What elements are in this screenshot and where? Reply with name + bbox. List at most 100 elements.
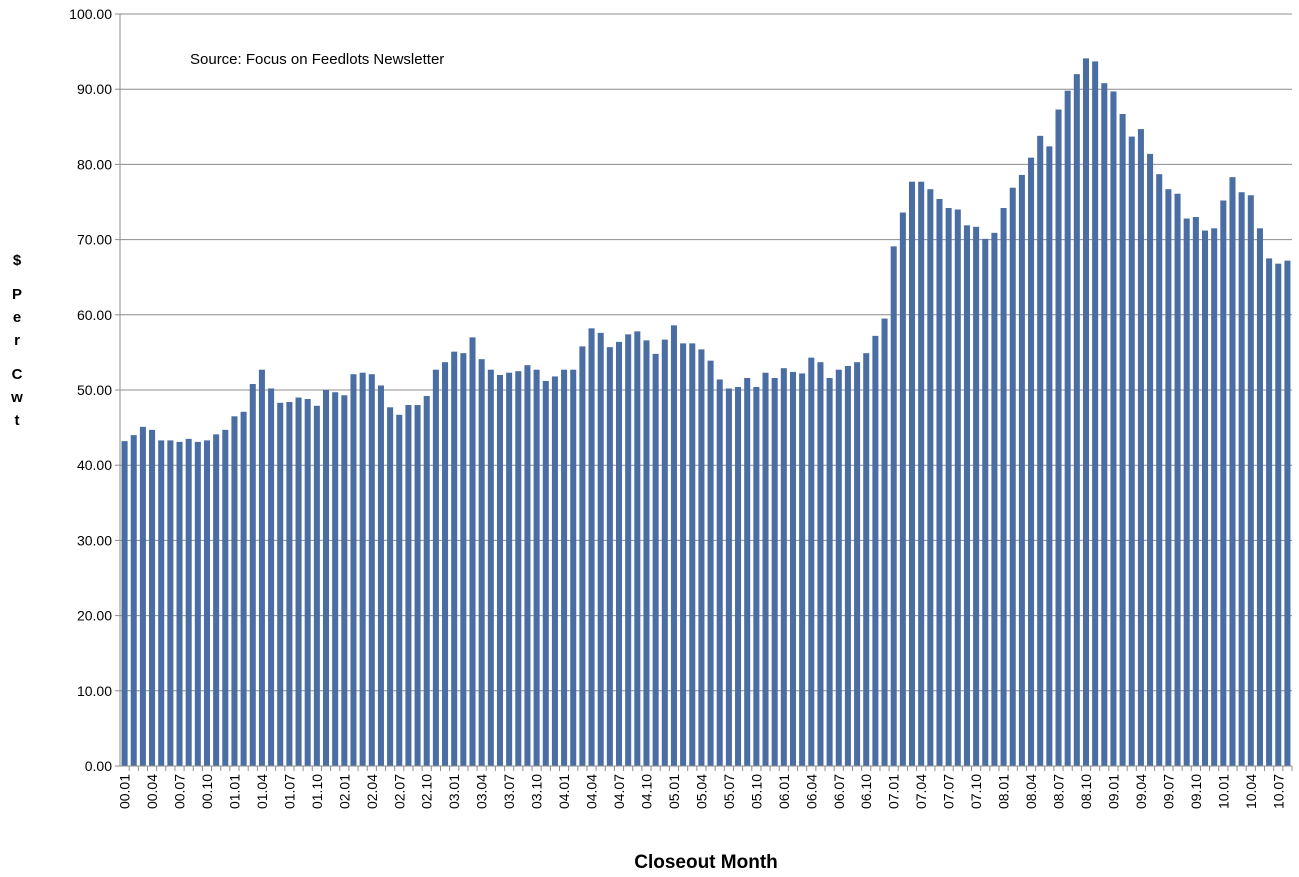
bar	[1201, 230, 1209, 767]
bar	[167, 440, 174, 766]
x-tick-label: 06.01	[776, 774, 792, 809]
y-tick-label: 80.00	[77, 156, 112, 172]
x-tick-label: 08.07	[1051, 774, 1067, 809]
bar	[1009, 187, 1016, 766]
bar	[194, 441, 201, 766]
bar	[579, 346, 586, 766]
bar	[762, 372, 769, 766]
y-tick-label: 60.00	[77, 307, 112, 323]
y-tick-label: 10.00	[77, 683, 112, 699]
bar	[1147, 153, 1154, 766]
bar	[982, 238, 989, 766]
y-tick-label: 100.00	[69, 6, 112, 22]
bar	[1064, 90, 1071, 767]
bar	[1137, 129, 1144, 766]
bar	[634, 331, 641, 766]
bar	[1110, 91, 1117, 767]
x-tick-label: 00.01	[117, 774, 133, 809]
bar	[1192, 217, 1199, 767]
bar	[954, 209, 961, 766]
x-tick-label: 03.04	[474, 774, 490, 809]
bar	[432, 369, 439, 766]
x-tick-label: 09.01	[1105, 774, 1121, 809]
bar	[1275, 263, 1282, 766]
x-tick-label: 04.04	[584, 774, 600, 809]
x-tick-label: 02.10	[419, 774, 435, 809]
bar	[661, 339, 668, 766]
x-tick-label: 05.10	[748, 774, 764, 809]
bar	[1174, 193, 1181, 766]
x-tick-label: 09.04	[1133, 774, 1149, 809]
bar	[863, 353, 870, 766]
bar	[890, 246, 897, 767]
bar	[524, 365, 531, 766]
x-tick-label: 01.01	[226, 774, 242, 809]
bar	[350, 374, 357, 766]
bar	[918, 181, 925, 767]
bar	[698, 349, 705, 766]
x-tick-label: 02.01	[336, 774, 352, 809]
bar	[1055, 109, 1062, 766]
bar	[341, 395, 348, 766]
bar	[771, 377, 778, 766]
bar	[1046, 146, 1053, 767]
bar	[881, 318, 888, 766]
x-tick-label: 08.01	[996, 774, 1012, 809]
bar	[844, 365, 851, 766]
x-tick-label: 00.04	[144, 774, 160, 809]
bar	[899, 212, 906, 766]
bar	[1082, 58, 1090, 767]
x-tick-label: 09.10	[1188, 774, 1204, 809]
bar	[615, 341, 623, 766]
x-tick-label: 05.04	[693, 774, 709, 809]
bar	[680, 343, 687, 766]
bar	[1229, 177, 1236, 766]
bar	[570, 369, 577, 766]
bar	[1220, 200, 1227, 767]
bar	[872, 335, 879, 766]
x-tick-label: 07.04	[913, 774, 929, 809]
x-tick-label: 04.10	[638, 774, 654, 809]
bar	[817, 362, 824, 766]
x-tick-label: 10.01	[1215, 774, 1231, 809]
bar	[130, 435, 137, 766]
bar	[286, 402, 293, 766]
bar	[396, 414, 403, 766]
x-tick-label: 03.07	[501, 774, 517, 809]
bar	[789, 371, 797, 766]
bar	[240, 411, 247, 766]
bar	[854, 362, 861, 766]
bar	[387, 407, 394, 766]
x-tick-label: 06.04	[803, 774, 819, 809]
x-tick-label: 00.07	[172, 774, 188, 809]
bar	[808, 357, 815, 766]
bar	[1101, 83, 1108, 766]
x-tick-label: 02.04	[364, 774, 380, 809]
bar	[533, 369, 540, 766]
bar	[1018, 174, 1025, 767]
bar	[451, 351, 458, 766]
bar	[551, 376, 558, 766]
bar	[606, 347, 613, 766]
bar	[725, 388, 732, 766]
bar	[277, 402, 284, 766]
bar	[1128, 136, 1135, 767]
x-tick-label: 01.07	[281, 774, 297, 809]
bar	[963, 225, 970, 766]
bar	[139, 426, 146, 766]
bar	[927, 189, 934, 766]
bar	[1266, 258, 1273, 766]
bar	[542, 380, 549, 766]
x-tick-label: 04.01	[556, 774, 572, 809]
x-tick-label: 09.07	[1160, 774, 1176, 809]
bar	[460, 353, 467, 766]
bar	[689, 343, 696, 766]
bar	[561, 369, 568, 766]
y-tick-label: 70.00	[77, 232, 112, 248]
bar	[295, 397, 302, 766]
y-tick-label: 90.00	[77, 81, 112, 97]
bar	[625, 334, 632, 766]
x-tick-label: 02.07	[391, 774, 407, 809]
x-tick-label: 01.10	[309, 774, 325, 809]
